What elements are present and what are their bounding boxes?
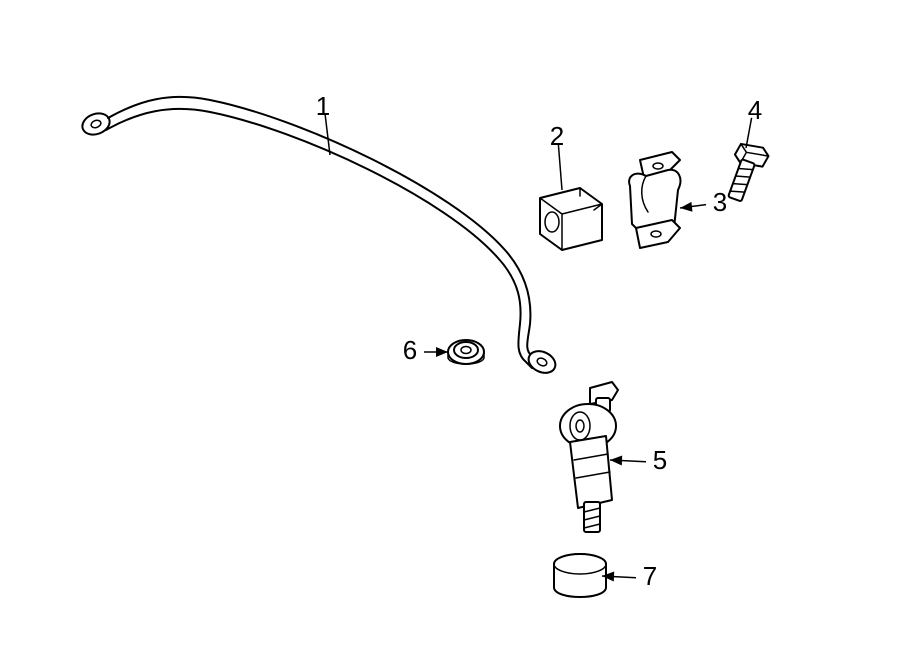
stabilizer-bar bbox=[79, 97, 558, 377]
callout-label-1: 1 bbox=[316, 91, 330, 121]
stabilizer-link bbox=[560, 382, 618, 532]
bushing-bracket bbox=[629, 152, 680, 248]
callout-label-2: 2 bbox=[550, 121, 564, 151]
link-spacer bbox=[554, 554, 606, 597]
callout-label-5: 5 bbox=[653, 445, 667, 475]
callout-label-4: 4 bbox=[748, 95, 762, 125]
callout-label-7: 7 bbox=[643, 561, 657, 591]
bracket-bolt bbox=[721, 139, 771, 204]
link-nut bbox=[448, 340, 484, 364]
stabilizer-bar-bushing bbox=[540, 188, 602, 250]
callout-label-6: 6 bbox=[403, 335, 417, 365]
callout-layer: 1 2 3 4 5 6 7 bbox=[316, 91, 762, 591]
callout-label-3: 3 bbox=[713, 187, 727, 217]
parts-diagram: 1 2 3 4 5 6 7 bbox=[0, 0, 900, 661]
